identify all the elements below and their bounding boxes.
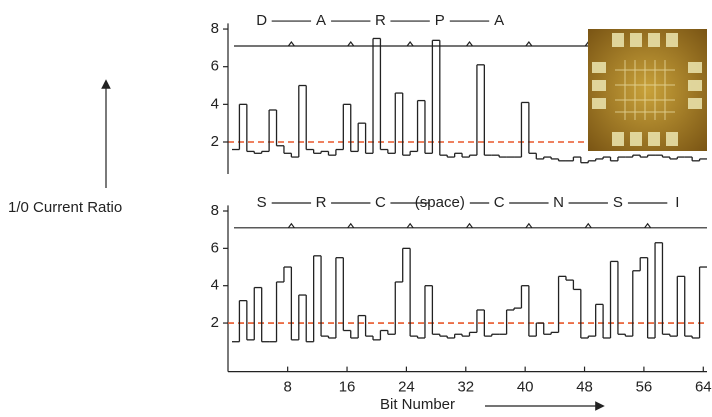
byte-letter: R bbox=[316, 194, 327, 211]
x-tick-label: 24 bbox=[398, 379, 415, 396]
byte-letter: N bbox=[553, 194, 564, 211]
frame-notch bbox=[406, 222, 414, 229]
frame-notch bbox=[525, 222, 533, 229]
frame-notch bbox=[347, 222, 355, 229]
byte-letter: S bbox=[257, 194, 267, 211]
byte-letter: A bbox=[494, 12, 504, 29]
y-tick-label: 6 bbox=[211, 239, 219, 256]
frame-notch bbox=[406, 40, 414, 47]
x-tick-label: 16 bbox=[339, 379, 356, 396]
byte-letter: S bbox=[613, 194, 623, 211]
x-axis-label: Bit Number bbox=[380, 396, 455, 413]
x-tick-label: 64 bbox=[695, 379, 712, 396]
frame-notch bbox=[466, 222, 473, 229]
x-tick-label: 40 bbox=[517, 379, 534, 396]
y-tick-label: 8 bbox=[211, 202, 219, 219]
byte-letter: C bbox=[375, 194, 386, 211]
y-tick-label: 4 bbox=[211, 277, 219, 294]
y-tick-label: 4 bbox=[211, 95, 219, 112]
frame-notch bbox=[466, 40, 473, 47]
y-axis-label: 1/0 Current Ratio bbox=[8, 199, 122, 216]
y-tick-label: 6 bbox=[211, 58, 219, 75]
frame-notch bbox=[644, 222, 652, 229]
byte-letter: I bbox=[675, 194, 679, 211]
x-tick-label: 48 bbox=[576, 379, 593, 396]
byte-letter: D bbox=[256, 12, 267, 29]
frame-notch bbox=[287, 222, 295, 229]
frame-notch bbox=[525, 40, 533, 47]
byte-letter: R bbox=[375, 12, 386, 29]
byte-letter: A bbox=[316, 12, 326, 29]
byte-letter: P bbox=[435, 12, 445, 29]
byte-letter: C bbox=[494, 194, 505, 211]
inset-photo bbox=[588, 29, 707, 151]
frame-notch bbox=[287, 40, 295, 47]
x-tick-label: 8 bbox=[283, 379, 291, 396]
y-tick-label: 2 bbox=[211, 314, 219, 331]
byte-letter: (space) bbox=[415, 194, 465, 211]
x-tick-label: 56 bbox=[636, 379, 653, 396]
x-tick-label: 32 bbox=[457, 379, 474, 396]
y-tick-label: 8 bbox=[211, 20, 219, 37]
y-tick-label: 2 bbox=[211, 133, 219, 150]
frame-notch bbox=[584, 222, 592, 229]
frame-notch bbox=[347, 40, 355, 47]
